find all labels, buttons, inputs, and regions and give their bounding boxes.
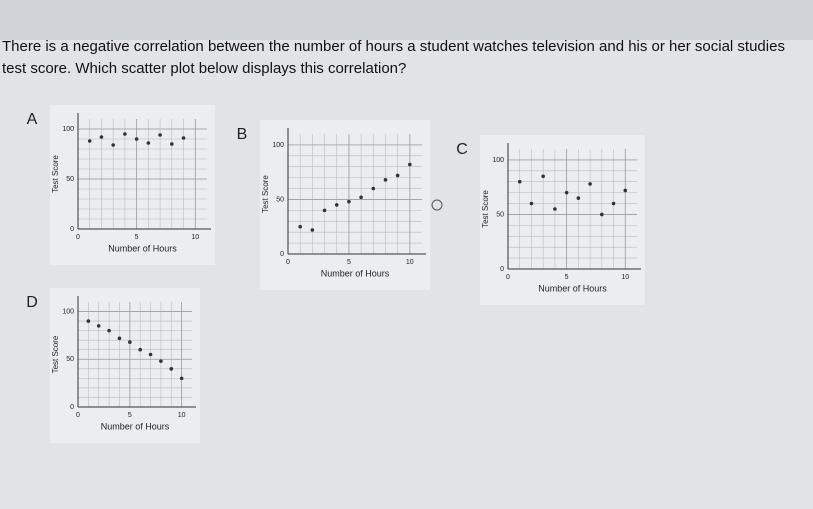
point (87, 139, 92, 143)
point (576, 196, 581, 200)
point (159, 359, 163, 363)
option-letter: C (456, 141, 468, 158)
y-tick-label: 0 (70, 226, 74, 233)
point (86, 319, 91, 323)
y-tick-label: 50 (496, 211, 504, 218)
x-tick-label: 0 (76, 234, 80, 241)
x-tick-label: 5 (347, 259, 351, 266)
y-tick-label: 100 (62, 126, 74, 133)
x-tick-label: 5 (135, 234, 139, 241)
point (529, 201, 534, 206)
point (128, 340, 132, 344)
y-tick-label: 0 (280, 251, 284, 258)
question: There is a negative correlation between … (2, 38, 785, 77)
x-axis-label: Number of Hours (538, 283, 607, 293)
point (383, 178, 388, 182)
point (517, 179, 522, 184)
scatter-chart: A 0 50 100 0 5 10 Number of Hours Test Score (27, 105, 215, 265)
y-tick-label: 100 (272, 142, 284, 149)
x-tick-label: 10 (621, 274, 629, 281)
x-axis-label: Number of Hours (108, 243, 177, 253)
y-tick-label: 100 (492, 157, 504, 164)
y-tick-label: 100 (62, 308, 74, 315)
point (334, 203, 339, 207)
x-tick-label: 0 (506, 274, 510, 281)
point (395, 173, 400, 178)
question-box: There is a negative correlation between … (2, 38, 785, 77)
point (158, 133, 162, 137)
point (611, 201, 616, 206)
option-letter: A (27, 111, 38, 128)
point (564, 190, 569, 195)
x-axis-label: Number of Hours (321, 268, 390, 278)
point (588, 182, 592, 186)
point (148, 352, 153, 357)
point (541, 174, 545, 179)
chart-panel (50, 288, 200, 443)
scatter-chart: D 0 50 100 0 5 10 Number of Hours Test Score (26, 288, 200, 443)
point (146, 141, 151, 145)
x-tick-label: 0 (76, 412, 80, 419)
point (99, 135, 104, 139)
x-tick-label: 10 (178, 412, 186, 419)
y-axis-label: Test Score (481, 190, 490, 228)
point (371, 186, 376, 191)
point (169, 367, 174, 371)
point (310, 228, 315, 232)
scatter-chart: B 0 50 100 0 5 10 Number of Hours Test Score (237, 120, 430, 290)
point (181, 136, 186, 140)
radio-button[interactable] (431, 199, 443, 211)
top-band (0, 0, 813, 40)
point (322, 208, 327, 213)
point (96, 324, 101, 328)
point (347, 199, 351, 204)
x-tick-label: 10 (406, 259, 414, 266)
y-tick-label: 0 (500, 266, 504, 273)
y-axis-label: Test Score (51, 155, 60, 193)
option-letter: D (26, 294, 38, 311)
x-axis-label: Number of Hours (101, 421, 170, 431)
point (138, 347, 142, 352)
point (359, 195, 363, 200)
point (134, 137, 139, 141)
scatter-chart: C 0 50 100 0 5 10 Number of Hours Test Score (456, 135, 645, 305)
point (117, 336, 122, 341)
y-tick-label: 50 (66, 356, 74, 363)
y-tick-label: 50 (276, 196, 284, 203)
x-tick-label: 5 (565, 274, 569, 281)
point (298, 224, 302, 229)
x-tick-label: 5 (128, 412, 132, 419)
point (408, 162, 412, 167)
y-axis-label: Test Score (261, 175, 270, 213)
x-tick-label: 0 (286, 259, 290, 266)
point (170, 142, 174, 146)
point (553, 207, 557, 211)
x-tick-label: 10 (191, 234, 199, 241)
point (111, 143, 115, 147)
point (123, 132, 127, 136)
option-letter: B (237, 126, 248, 143)
y-tick-label: 0 (70, 404, 74, 411)
point (623, 188, 628, 193)
y-axis-label: Test Score (51, 335, 60, 373)
point (107, 328, 111, 333)
y-tick-label: 50 (66, 176, 74, 183)
chart-panel (480, 135, 645, 305)
point (179, 376, 184, 381)
point (600, 212, 604, 217)
